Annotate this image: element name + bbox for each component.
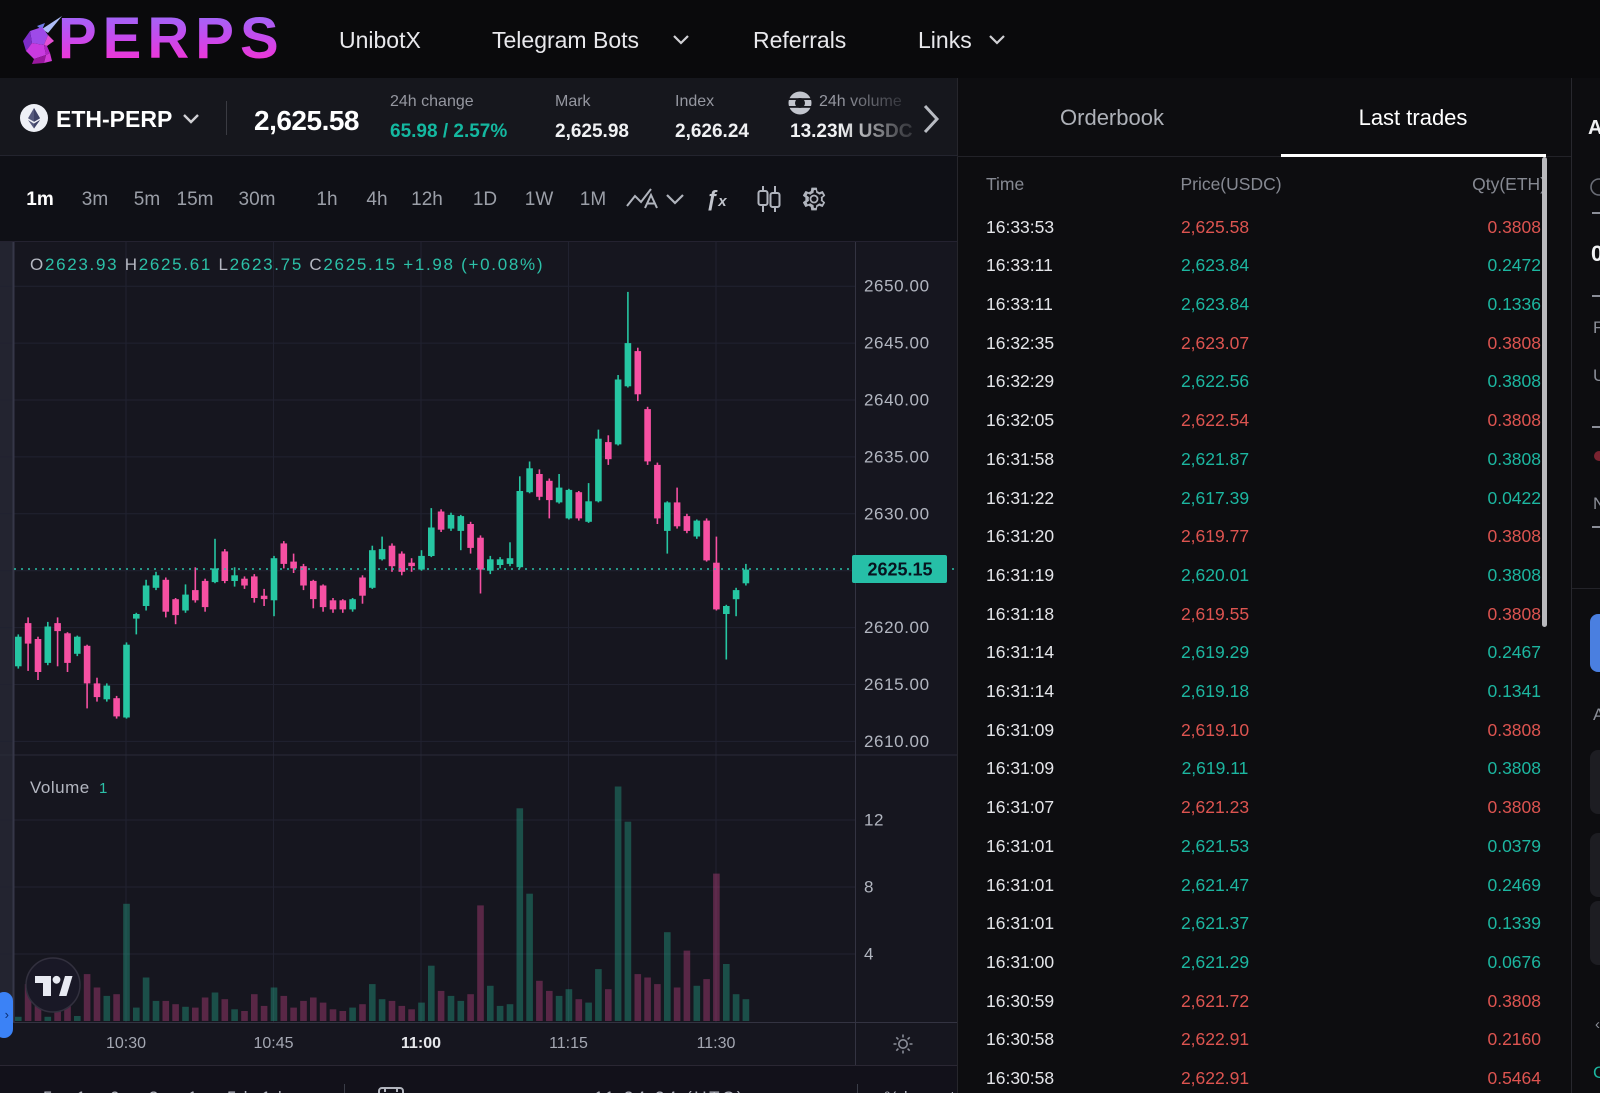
svg-text:8: 8 (864, 878, 874, 897)
svg-text:2640.00: 2640.00 (864, 391, 930, 410)
svg-text:2635.00: 2635.00 (864, 447, 930, 466)
svg-text:4: 4 (864, 945, 874, 964)
svg-text:2615.00: 2615.00 (864, 675, 930, 694)
svg-text:2645.00: 2645.00 (864, 334, 930, 353)
svg-text:2625.15: 2625.15 (867, 560, 932, 580)
svg-text:2650.00: 2650.00 (864, 277, 930, 296)
svg-text:2610.00: 2610.00 (864, 732, 930, 751)
svg-text:2620.00: 2620.00 (864, 618, 930, 637)
svg-text:2630.00: 2630.00 (864, 504, 930, 523)
svg-text:O2623.93 H2625.61 L2623.75 C26: O2623.93 H2625.61 L2623.75 C2625.15 +1.9… (30, 255, 544, 274)
svg-text:12: 12 (864, 811, 884, 830)
svg-text:Volume 1: Volume 1 (30, 778, 108, 797)
